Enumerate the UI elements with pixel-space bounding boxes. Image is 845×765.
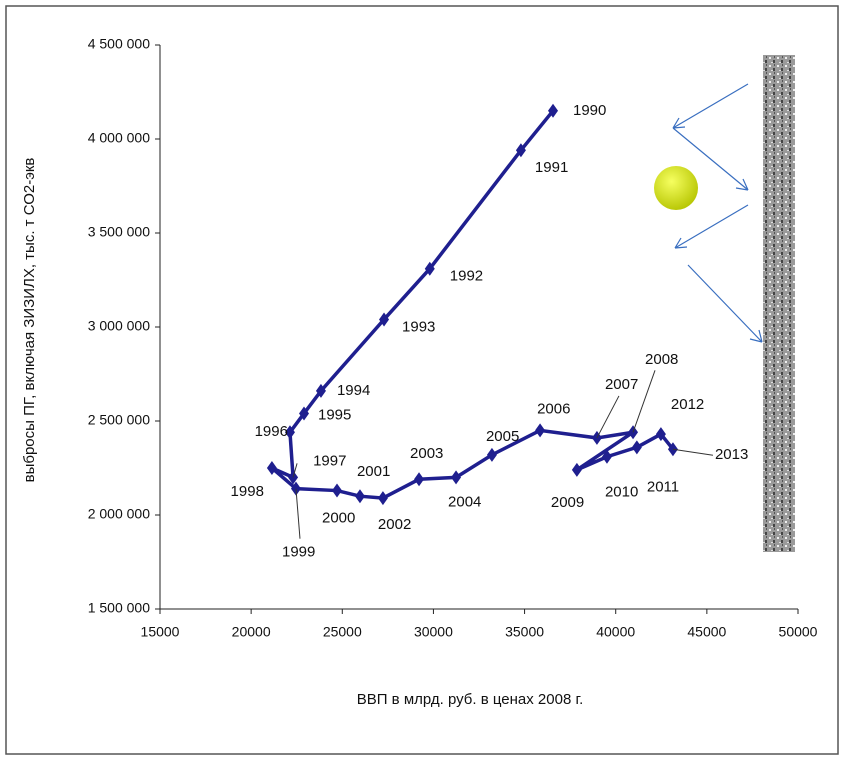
point-label: 2010	[605, 484, 638, 501]
point-label: 2005	[486, 428, 519, 445]
point-label: 2000	[322, 510, 355, 527]
point-label: 2013	[715, 446, 748, 463]
point-label: 1997	[313, 452, 346, 469]
point-label: 2001	[357, 463, 390, 480]
x-tick-label: 20000	[232, 624, 271, 640]
point-label: 1992	[450, 268, 483, 285]
point-label: 1995	[318, 406, 351, 423]
frame	[6, 6, 838, 754]
point-label: 2004	[448, 493, 481, 510]
point-label: 1990	[573, 102, 606, 119]
point-label: 2006	[537, 400, 570, 417]
chart: выбросы ПГ, включая ЗИЗИЛХ, тыс. т СО2-э…	[0, 0, 845, 760]
x-tick-label: 30000	[414, 624, 453, 640]
y-tick-label: 4 000 000	[88, 130, 150, 146]
y-tick-label: 4 500 000	[88, 36, 150, 52]
y-tick-label: 2 000 000	[88, 506, 150, 522]
point-label: 2011	[647, 478, 679, 495]
point-label: 1998	[231, 483, 264, 500]
point-label: 2007	[605, 376, 638, 393]
y-tick-label: 3 500 000	[88, 224, 150, 240]
point-label: 2012	[671, 396, 704, 413]
point-label: 1991	[535, 159, 568, 176]
y-tick-label: 3 000 000	[88, 318, 150, 334]
point-label: 2002	[378, 516, 411, 533]
x-tick-label: 45000	[687, 624, 726, 640]
x-axis-label: ВВП в млрд. руб. в ценах 2008 г.	[357, 691, 584, 708]
point-label: 2003	[410, 445, 443, 462]
point-label: 1996	[255, 423, 288, 440]
point-label: 1993	[402, 318, 435, 335]
tennis-ball	[654, 166, 698, 210]
point-label: 1999	[282, 544, 315, 561]
x-tick-label: 35000	[505, 624, 544, 640]
x-tick-label: 40000	[596, 624, 635, 640]
y-tick-label: 2 500 000	[88, 412, 150, 428]
point-label: 2009	[551, 494, 584, 511]
point-label: 1994	[337, 382, 370, 399]
y-tick-label: 1 500 000	[88, 600, 150, 616]
x-tick-label: 25000	[323, 624, 362, 640]
x-tick-label: 50000	[779, 624, 818, 640]
y-axis-label: выбросы ПГ, включая ЗИЗИЛХ, тыс. т СО2-э…	[21, 158, 38, 483]
point-label: 2008	[645, 351, 678, 368]
x-tick-label: 15000	[141, 624, 180, 640]
wall	[763, 55, 795, 552]
